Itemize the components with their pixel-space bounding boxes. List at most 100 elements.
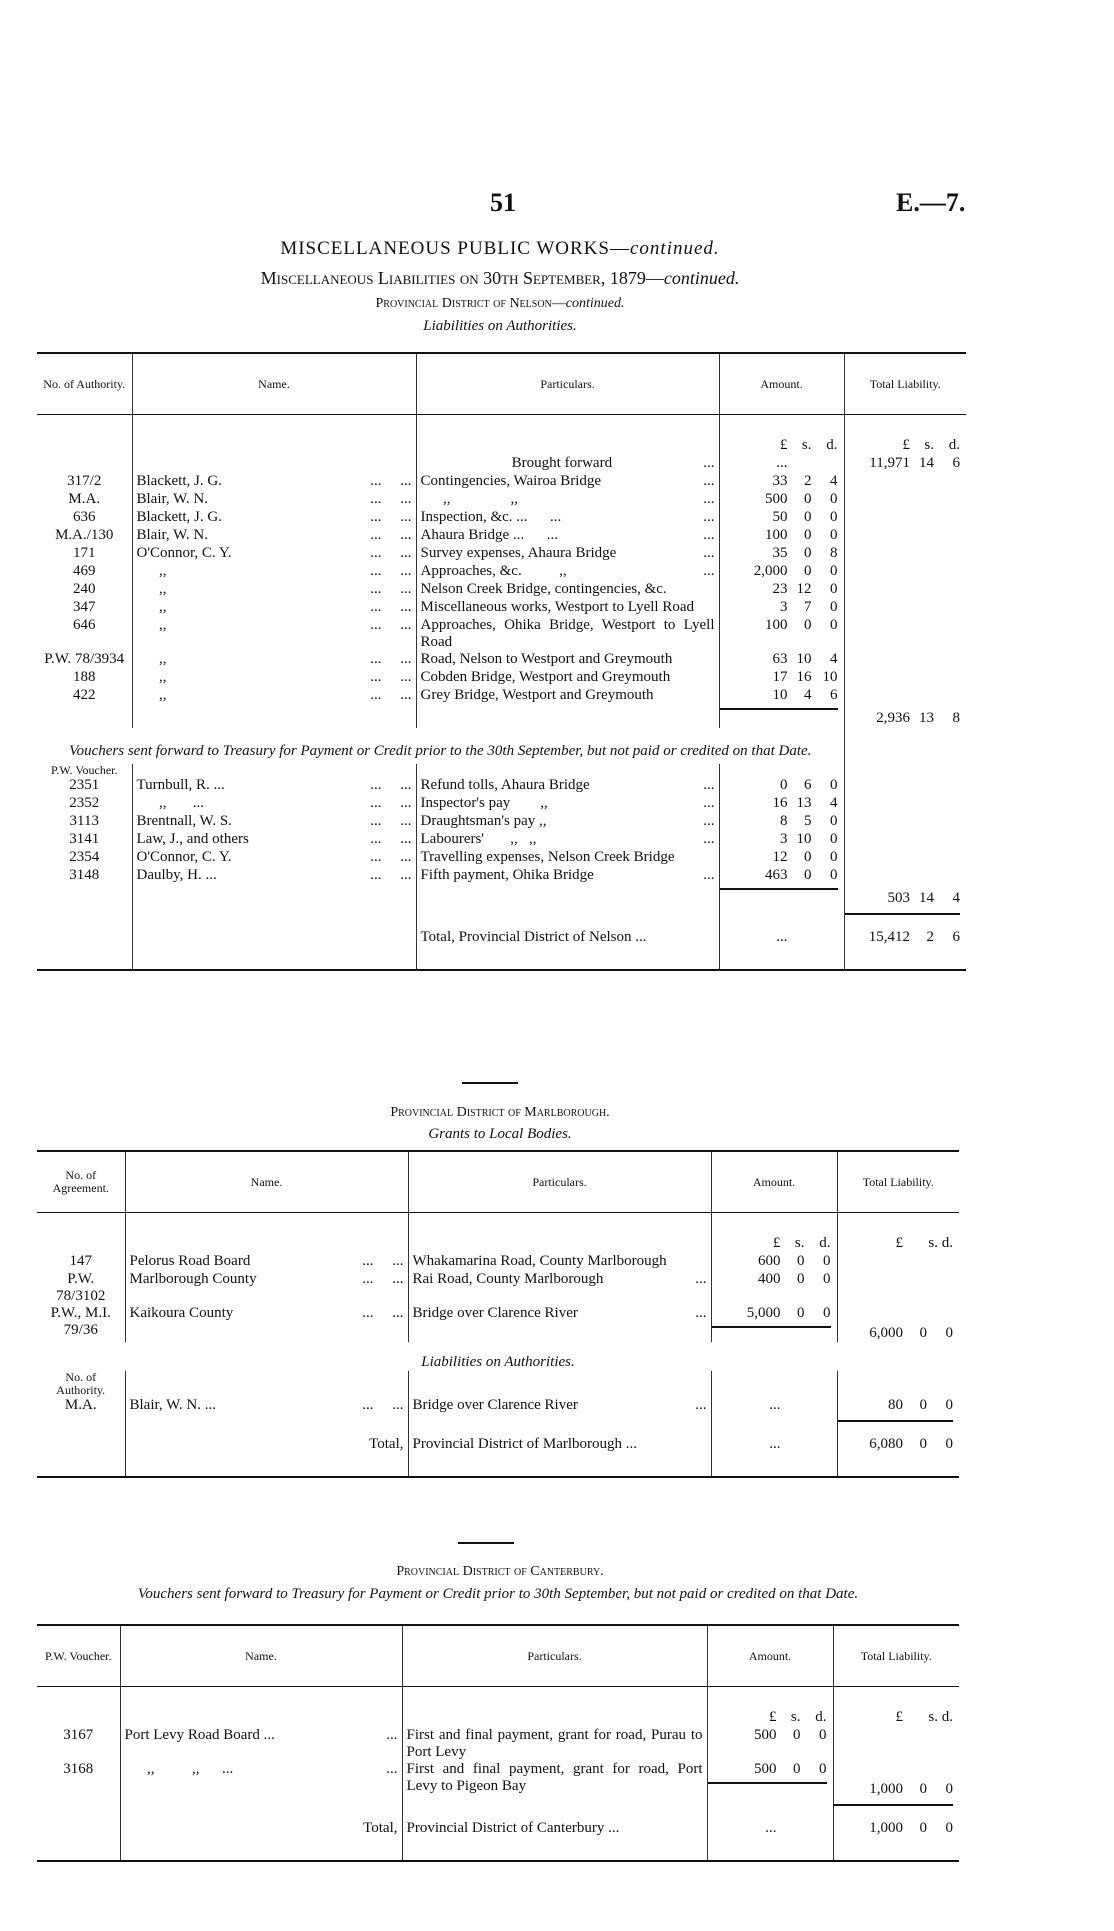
reference-number: 347	[73, 599, 96, 615]
table-row: 188 ,, ... ... Cobden Bridge, Westport and…	[37, 669, 966, 687]
leader-dots: ...	[703, 455, 715, 471]
particulars-cell	[407, 1235, 711, 1253]
amount-shillings: s.	[801, 437, 812, 453]
total-liability-pounds: £	[902, 437, 911, 453]
particulars-cell: Bridge over Clarence River...	[407, 1397, 711, 1422]
total-liability: 11,971 14 6	[845, 455, 960, 472]
amount-pence: 4	[830, 795, 838, 811]
name: Daulby, H. ...	[136, 867, 217, 883]
amount-pounds: 3	[780, 599, 788, 615]
particulars: Grey Bridge, Westport and Greymouth	[420, 687, 654, 703]
amount-shillings: 0	[797, 1305, 805, 1321]
particulars-cell: Miscellaneous works, Westport to Lyell R…	[415, 599, 719, 617]
name-line: ,, ... ...	[137, 581, 412, 598]
amount: ...	[720, 455, 838, 472]
subtitle-text: Miscellaneous Liabilities on 30th Septem…	[260, 268, 664, 288]
amount-pounds: 35	[772, 545, 788, 561]
amount-pounds: ...	[765, 1820, 777, 1836]
particulars-cell: Draughtsman's pay ,,...	[415, 813, 719, 831]
total-cell	[843, 509, 966, 527]
particulars-line: Provincial District of Marlborough ...	[413, 1436, 707, 1453]
name-cell: ,, ... ...	[131, 617, 416, 651]
name-cell: Daulby, H. ... ... ...	[131, 867, 416, 890]
amount: 33 2 4	[720, 473, 838, 490]
name: ,,	[136, 687, 167, 703]
amount-pounds: 600	[758, 1253, 781, 1269]
particulars-cell: Total, Provincial District of Nelson ...	[415, 915, 719, 970]
particulars: Nelson Creek Bridge, contingencies, &c.	[420, 581, 667, 597]
total-liability: £ s. d.	[834, 1709, 954, 1726]
name-line: ,, ... ... ...	[137, 795, 412, 812]
amount-shillings	[777, 1820, 801, 1837]
amount: 500 0 0	[707, 1761, 827, 1784]
amount: 500 0 0	[720, 491, 838, 508]
name-cell: Law, J., and others ... ...	[131, 831, 416, 849]
nelson-caption: Liabilities on Authorities.	[423, 318, 577, 334]
particulars-cell: Survey expenses, Ahaura Bridge...	[415, 545, 719, 563]
total-liability-pence: 0	[945, 1325, 954, 1341]
name-line: Law, J., and others ... ...	[137, 831, 412, 848]
name: Port Levy Road Board ...	[124, 1727, 275, 1743]
particulars-line: Brought forward...	[421, 455, 715, 472]
amount-shillings: 0	[793, 1727, 801, 1743]
leader-dots: ...	[703, 473, 715, 489]
name-cell: Port Levy Road Board ......	[119, 1727, 402, 1761]
total-liability-pence: d.	[948, 437, 960, 453]
particulars: Provincial District of Canterbury ...	[406, 1820, 620, 1836]
amount-pence: 0	[830, 777, 838, 793]
amount: £ s. d.	[708, 1709, 827, 1726]
name-cell: ,, ... ...	[131, 581, 416, 599]
empty-cell	[710, 1371, 837, 1397]
particulars: Inspection, &c. ... ...	[420, 509, 562, 525]
total-liability-pounds: 1,000	[869, 1781, 903, 1797]
particulars-cell: Travelling expenses, Nelson Creek Bridge	[415, 849, 719, 867]
table-row: 171 O'Connor, C. Y. ... ... Survey expenses…	[37, 545, 966, 563]
amount-pence: 0	[830, 581, 838, 597]
amount-cell: 10 4 6	[718, 687, 844, 710]
table-row: 3167 Port Levy Road Board ...... First and…	[37, 1727, 959, 1761]
leader-dots: ...	[703, 813, 715, 829]
amount-pounds: 16	[772, 795, 788, 811]
name-cell	[131, 455, 416, 473]
reference-number: 636	[73, 509, 96, 525]
table-row: 3113 Brentnall, W. S. ... ... Draughtsman's…	[37, 813, 966, 831]
total-liability-pounds: 6,000	[869, 1325, 903, 1341]
particulars-line: First and final payment, grant for road,…	[407, 1727, 703, 1761]
leader-dots: ... ...	[370, 795, 412, 811]
table-row: £ s. d. £ s. d.	[37, 1709, 959, 1727]
spacer-row	[37, 414, 966, 437]
amount-pence: 0	[823, 1271, 831, 1287]
total-cell: 1,000 0 0	[832, 1761, 959, 1806]
amount-pence: 0	[819, 1761, 827, 1777]
name: Law, J., and others	[136, 831, 249, 847]
name-line: Blair, W. N. ... ...	[137, 527, 412, 544]
total-liability-pence: 0	[945, 1820, 954, 1836]
particulars: Travelling expenses, Nelson Creek Bridge	[420, 849, 675, 865]
amount-pence	[805, 1397, 831, 1414]
particulars: Cobden Bridge, Westport and Greymouth	[420, 669, 671, 685]
reference-number	[37, 1709, 120, 1727]
total-cell	[843, 617, 966, 651]
amount-pounds: 33	[772, 473, 788, 489]
table-row: 240 ,, ... ... Nelson Creek Bridge, contin…	[37, 581, 966, 599]
reference-number: 3167	[63, 1727, 94, 1743]
sub-header: P.W. Voucher.	[51, 763, 118, 777]
leader-dots: ... ...	[370, 473, 412, 489]
total-cell: £ s. d.	[832, 1709, 959, 1727]
total-cell	[843, 687, 966, 710]
total-liability: £ s. d.	[845, 437, 961, 454]
amount-shillings: 6	[804, 777, 812, 793]
leader-dots: ... ...	[370, 545, 412, 561]
particulars-line: Rai Road, County Marlborough...	[413, 1271, 707, 1288]
reference-number: M.A.	[68, 491, 101, 507]
leader-dots: ... ...	[370, 509, 412, 525]
amount-cell: ...	[710, 1397, 837, 1422]
total-cell	[843, 669, 966, 687]
spacer-cell	[401, 1686, 707, 1709]
leader-dots: ...	[386, 1727, 398, 1743]
name-cell: Blair, W. N. ... ... ...	[124, 1397, 408, 1422]
amount-shillings: 5	[804, 813, 812, 829]
name-cell	[131, 915, 416, 970]
total-cell: 6,000 0 0	[836, 1305, 959, 1342]
